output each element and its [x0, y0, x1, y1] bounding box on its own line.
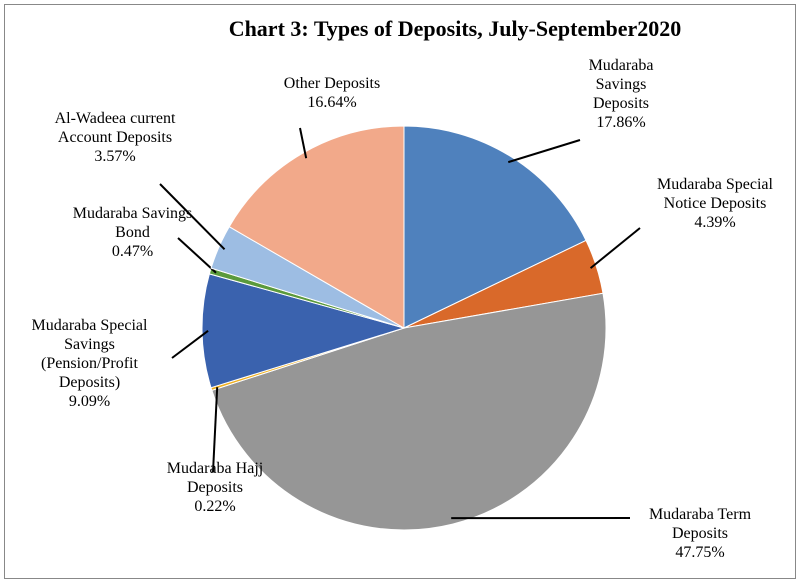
- chart-frame: [4, 4, 796, 579]
- data-label: Mudaraba Term Deposits 47.75%: [625, 505, 775, 562]
- value-label: 17.86%: [596, 114, 646, 131]
- value-label: 0.22%: [194, 498, 236, 515]
- data-label: Mudaraba Special Savings (Pension/Profit…: [22, 316, 157, 411]
- leader-line: [212, 387, 219, 473]
- chart-title: Chart 3: Types of Deposits, July-Septemb…: [228, 16, 682, 41]
- pie-slice: [211, 292, 607, 531]
- data-label: Mudaraba Savings Bond 0.47%: [70, 204, 195, 261]
- category-label: Mudaraba Savings Bond: [72, 205, 193, 241]
- value-label: 9.09%: [68, 393, 111, 410]
- pie-slice: [228, 125, 405, 329]
- leader-line: [159, 183, 226, 251]
- data-label: Mudaraba Hajj Deposits 0.22%: [150, 459, 280, 516]
- leader-line: [177, 237, 217, 274]
- category-label: Mudaraba Term Deposits: [648, 506, 752, 542]
- category-label: Other Deposits: [283, 75, 381, 92]
- category-label: Mudaraba Special Notice Deposits: [657, 176, 773, 212]
- value-label: 4.39%: [694, 214, 736, 231]
- category-label: Al-Wadeea current Account Deposits: [54, 110, 176, 146]
- value-label: 16.64%: [307, 94, 357, 111]
- pie-slice: [201, 273, 406, 389]
- pie-slice: [403, 125, 587, 329]
- data-label: Al-Wadeea current Account Deposits 3.57%: [45, 109, 185, 166]
- category-label: Mudaraba Savings Deposits: [588, 57, 654, 112]
- leader-line: [299, 127, 308, 159]
- data-label: Mudaraba Savings Deposits 17.86%: [575, 56, 667, 132]
- leader-line: [589, 227, 641, 269]
- leader-line: [507, 139, 581, 164]
- category-label: Mudaraba Hajj Deposits: [166, 460, 264, 496]
- leader-line: [171, 330, 209, 359]
- data-label: Mudaraba Special Notice Deposits 4.39%: [640, 175, 790, 232]
- value-label: 47.75%: [675, 544, 725, 561]
- category-label: Mudaraba Special Savings (Pension/Profit…: [31, 317, 148, 391]
- value-label: 3.57%: [94, 148, 136, 165]
- data-label: Other Deposits 16.64%: [252, 74, 412, 112]
- value-label: 0.47%: [111, 243, 154, 260]
